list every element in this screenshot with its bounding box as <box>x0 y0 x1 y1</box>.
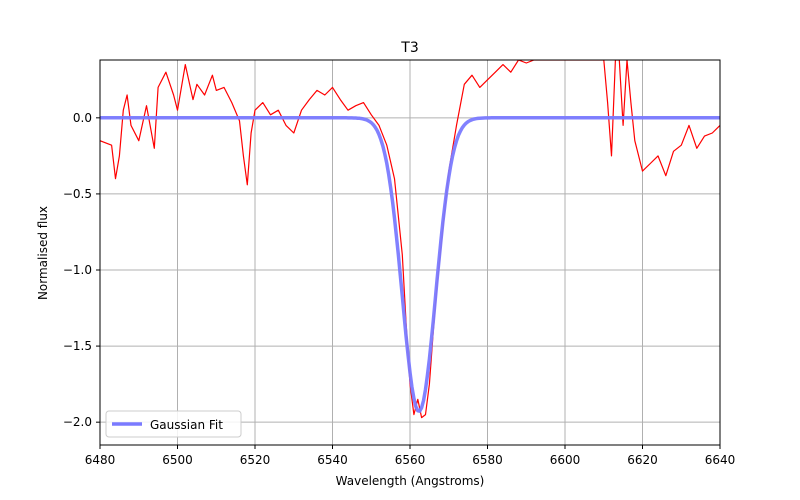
y-tick-label: −1.0 <box>63 263 92 277</box>
x-tick-label: 6620 <box>627 453 658 467</box>
gaussian-fit-line <box>100 116 720 413</box>
x-tick-label: 6500 <box>162 453 193 467</box>
spectrum-line <box>100 60 720 419</box>
x-tick-label: 6600 <box>550 453 581 467</box>
x-tick-label: 6480 <box>85 453 116 467</box>
legend: Gaussian Fit <box>105 410 242 438</box>
y-axis-label: Normalised flux <box>36 206 50 300</box>
y-axis-ticks: −2.0 −1.5 −1.0 −0.5 0.0 <box>63 111 100 429</box>
y-tick-label: −1.5 <box>63 339 92 353</box>
x-tick-label: 6520 <box>240 453 271 467</box>
legend-label-gaussian-fit: Gaussian Fit <box>150 418 223 432</box>
y-tick-label: 0.0 <box>73 111 92 125</box>
x-tick-label: 6540 <box>317 453 348 467</box>
plot-area <box>100 60 720 419</box>
x-tick-label: 6560 <box>395 453 426 467</box>
y-tick-label: −0.5 <box>63 187 92 201</box>
y-tick-label: −2.0 <box>63 415 92 429</box>
x-tick-label: 6640 <box>705 453 736 467</box>
series-layer <box>100 60 720 419</box>
legend-box <box>105 410 242 438</box>
chart-title: T3 <box>400 40 418 56</box>
x-axis-ticks: 6480 6500 6520 6540 6560 6580 6600 6620 6640 <box>85 445 736 467</box>
x-axis-label: Wavelength (Angstroms) <box>336 474 485 488</box>
x-tick-label: 6580 <box>472 453 503 467</box>
